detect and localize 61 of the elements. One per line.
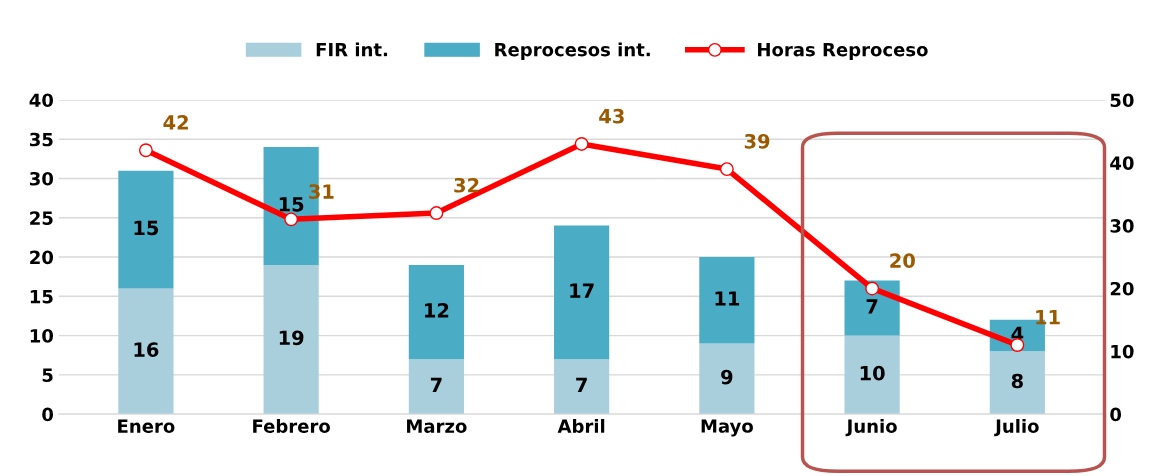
x-tick-label: Abril	[557, 418, 605, 433]
x-tick-label: Febrero	[253, 418, 330, 433]
data-label: 11	[715, 291, 740, 306]
y-tick-label: 25	[30, 211, 53, 225]
bar	[699, 257, 755, 344]
data-label: 19	[279, 330, 304, 346]
bar	[408, 264, 464, 360]
bar	[699, 343, 755, 415]
point	[429, 206, 444, 221]
x-tick-label: Enero	[118, 419, 175, 433]
x-tick-label: Marzo	[407, 419, 467, 433]
bar	[263, 264, 319, 415]
y-tick-label: 5	[42, 368, 53, 382]
data-label: 15	[134, 220, 159, 236]
data-label: 10	[860, 365, 885, 381]
data-label: 12	[425, 302, 449, 318]
y2-tick-label: 10	[1111, 344, 1134, 359]
data-label: 8	[1011, 373, 1023, 389]
data-label: 20	[890, 253, 915, 269]
y-tick-label: 20	[30, 250, 54, 265]
data-label: 42	[163, 115, 188, 130]
y-tick-label: 40	[29, 93, 54, 108]
data-label: 7	[576, 377, 587, 392]
x-tick-label: Julio	[994, 418, 1039, 437]
point	[865, 281, 880, 296]
y-tick-label: 15	[30, 290, 53, 304]
data-label: 9	[721, 369, 733, 385]
y-tick-label: 10	[30, 329, 54, 343]
y-tick-label: 30	[29, 171, 54, 186]
data-label: 39	[744, 133, 770, 149]
point	[138, 143, 153, 158]
y2-tick-label: 40	[1110, 156, 1134, 170]
data-label: 7	[866, 299, 878, 314]
legend-label: FIR int.	[316, 42, 388, 57]
bar	[844, 335, 900, 415]
y2-tick-label: 20	[1110, 281, 1134, 296]
y2-tick-label: 50	[1110, 93, 1134, 108]
point	[719, 162, 734, 177]
y2-tick-label: 30	[1110, 219, 1134, 233]
data-label: 16	[134, 342, 159, 357]
y-tick-label: 35	[29, 132, 53, 147]
data-label: 15	[279, 197, 304, 212]
bar	[554, 359, 610, 415]
point	[574, 136, 589, 151]
y-tick-label: 0	[42, 407, 54, 422]
bar	[554, 225, 610, 360]
data-label: 32	[454, 177, 479, 193]
data-label: 7	[430, 377, 442, 392]
legend-label: Reprocesos int.	[495, 42, 650, 60]
bar	[989, 351, 1045, 415]
bar	[118, 170, 174, 289]
bar	[408, 359, 464, 415]
x-tick-label: Junio	[845, 418, 897, 437]
data-label: 11	[1036, 310, 1060, 325]
legend-label: Horas Reproceso	[758, 42, 928, 60]
point	[284, 212, 299, 227]
y2-tick-label: 0	[1110, 407, 1122, 422]
x-tick-label: Mayo	[701, 419, 753, 437]
data-label: 43	[599, 108, 624, 124]
bar	[118, 288, 174, 415]
data-label: 17	[570, 283, 594, 298]
